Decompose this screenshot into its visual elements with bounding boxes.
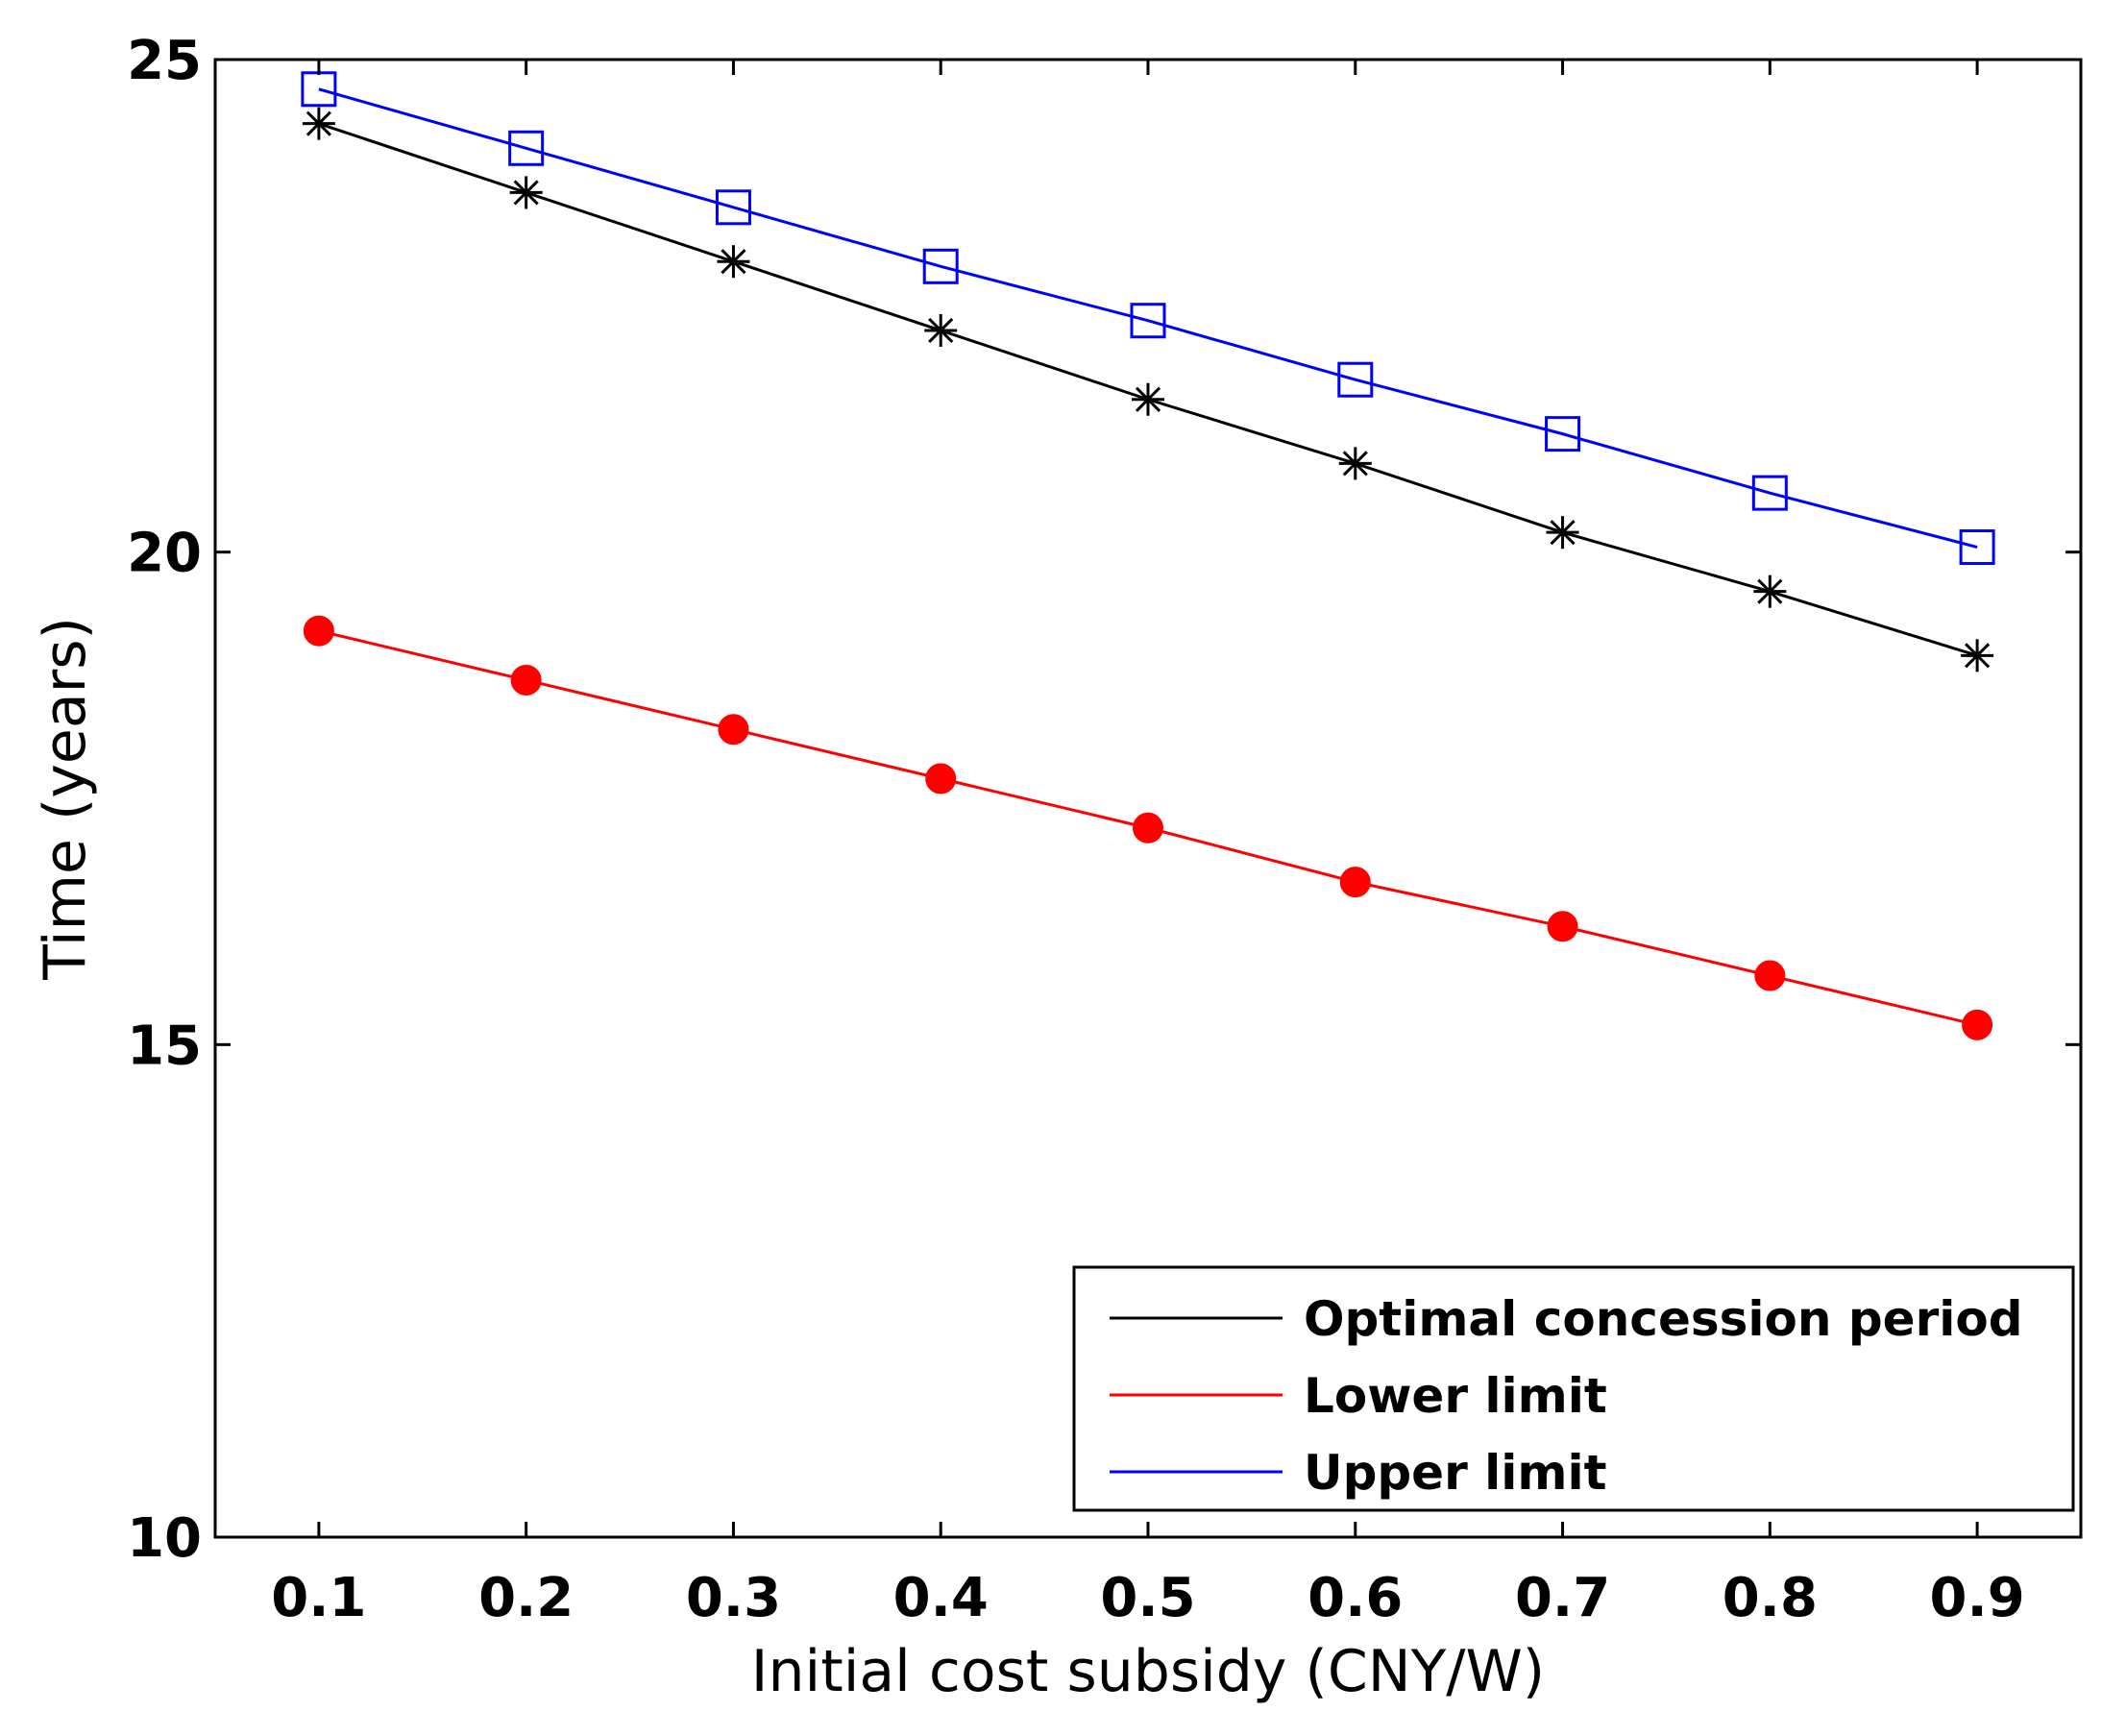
x-tick-label: 0.2 (478, 1567, 574, 1629)
marker-stroke (1342, 451, 1368, 477)
asterisk-marker (1961, 639, 1994, 672)
data-point (1547, 911, 1578, 942)
circle-marker (1339, 867, 1371, 898)
marker-stroke (305, 110, 331, 136)
data-point (1959, 529, 1995, 566)
data-point (1961, 639, 1994, 672)
square-marker (715, 189, 751, 226)
square-marker (1545, 416, 1581, 452)
asterisk-marker (1338, 447, 1372, 480)
x-tick-label: 0.8 (1723, 1567, 1818, 1629)
asterisk-marker (717, 245, 750, 279)
data-point (1753, 575, 1787, 608)
x-tick-label: 0.7 (1515, 1567, 1610, 1629)
data-point (509, 176, 543, 209)
square-marker (1337, 361, 1374, 398)
marker-stroke (928, 317, 954, 344)
data-point (922, 248, 959, 284)
legend-label: Upper limit (1304, 1445, 1607, 1501)
x-tick-label: 0.1 (271, 1567, 366, 1629)
y-tick-label: 25 (127, 30, 202, 92)
legend-box (1072, 1265, 2075, 1512)
data-point (717, 245, 750, 279)
circle-marker (1547, 911, 1578, 942)
circle-marker (1962, 1009, 1993, 1040)
y-tick-label: 15 (127, 1015, 202, 1077)
marker-stroke (1757, 578, 1783, 604)
data-point (1751, 475, 1788, 511)
marker-stroke (1135, 386, 1161, 412)
circle-marker (303, 615, 334, 647)
marker-stroke (1965, 643, 1991, 669)
legend-label: Optimal concession period (1304, 1291, 2023, 1347)
x-tick-label: 0.9 (1930, 1567, 2025, 1629)
circle-marker (510, 664, 542, 696)
x-tick-label: 0.5 (1100, 1567, 1195, 1629)
data-point (302, 107, 335, 140)
y-tick-label: 20 (127, 523, 202, 585)
x-tick-label: 0.3 (686, 1567, 781, 1629)
data-point (925, 763, 957, 795)
series-optimal-concession-period (302, 107, 1994, 672)
asterisk-marker (1546, 516, 1579, 550)
legend: Optimal concession period Lower limit Uppe… (1072, 1265, 2075, 1512)
series-line (318, 87, 1978, 549)
circle-marker (1133, 812, 1163, 844)
data-point (303, 615, 334, 647)
asterisk-marker (924, 313, 958, 347)
data-point (1545, 416, 1581, 452)
marker-stroke (1550, 520, 1576, 546)
y-axis-label: Time (years) (32, 617, 99, 981)
circle-marker (718, 714, 749, 746)
y-tick-label: 10 (127, 1507, 202, 1570)
square-marker (922, 248, 959, 284)
asterisk-marker (302, 107, 335, 140)
circle-marker (925, 763, 957, 795)
square-marker (1130, 303, 1166, 339)
data-point (1133, 812, 1163, 844)
data-point (1546, 516, 1579, 550)
data-point (1339, 867, 1371, 898)
circle-marker (1754, 960, 1786, 991)
ticks-layer: 0.1 0.2 0.3 0.4 0.5 0.6 0.7 0.8 0.9 10 15 20 25 (127, 30, 2081, 1629)
data-point (1338, 447, 1372, 480)
square-marker (508, 130, 545, 166)
marker-stroke (721, 249, 746, 275)
data-point (1962, 1009, 1993, 1040)
asterisk-marker (1753, 575, 1787, 608)
marker-stroke (513, 180, 539, 206)
data-point (508, 130, 545, 166)
data-point (1132, 382, 1164, 416)
data-point (718, 714, 749, 746)
data-point (510, 664, 542, 696)
square-marker (1751, 475, 1788, 511)
series-lower-limit (303, 615, 1993, 1040)
asterisk-marker (1132, 382, 1164, 416)
series-upper-limit (301, 71, 1995, 566)
square-marker (1959, 529, 1995, 566)
x-tick-label: 0.4 (893, 1567, 989, 1629)
x-axis-label: Initial cost subsidy (CNY/W) (751, 1638, 1545, 1705)
x-tick-label: 0.6 (1307, 1567, 1403, 1629)
asterisk-marker (509, 176, 543, 209)
series-layer (301, 71, 1995, 1040)
data-point (1337, 361, 1374, 398)
data-point (1754, 960, 1786, 991)
data-point (1130, 303, 1166, 339)
data-point (715, 189, 751, 226)
legend-label: Lower limit (1304, 1368, 1607, 1424)
data-point (924, 313, 958, 347)
